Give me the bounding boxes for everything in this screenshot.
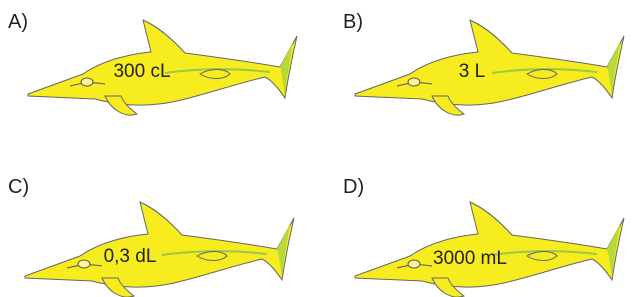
option-b: B) 3 L [343, 11, 624, 115]
option-label: 3000 mL [433, 248, 507, 269]
option-label: 300 cL [113, 61, 170, 82]
option-label: 0,3 dL [104, 246, 157, 267]
option-d: D) 3000 mL [343, 176, 624, 297]
fish-image [25, 202, 294, 297]
option-c: C) 0,3 dL [8, 176, 294, 297]
option-letter: D) [343, 176, 364, 198]
option-letter: B) [343, 11, 363, 33]
fish-image [355, 20, 624, 115]
option-a: A) 300 cL [8, 11, 297, 115]
option-letter: C) [8, 176, 29, 198]
options-figure: A) 300 cL B) 3 L C) 0,3 dL D) 3000 mL [0, 0, 632, 297]
option-letter: A) [8, 11, 28, 33]
option-label: 3 L [459, 61, 485, 82]
page: A) 300 cL B) 3 L C) 0,3 dL D) 3000 mL ((… [0, 0, 632, 297]
